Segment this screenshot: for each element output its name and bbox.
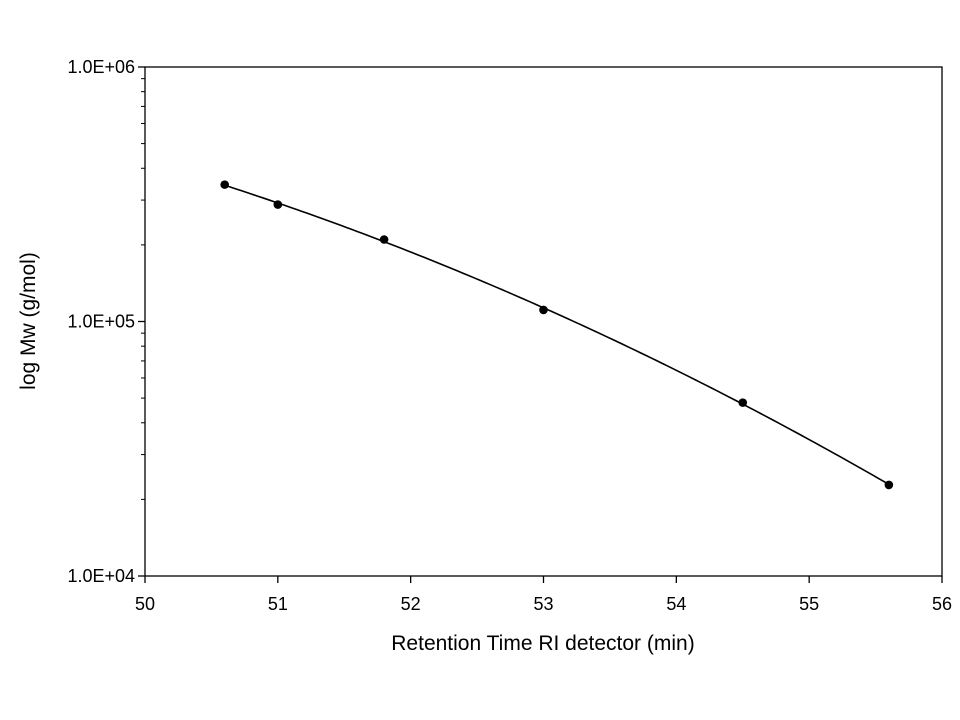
data-points bbox=[220, 180, 894, 490]
y-axis-title: log Mw (g/mol) bbox=[17, 252, 40, 390]
tick-labels: 50 51 52 53 54 55 56 1.0E+04 1.0E+05 1.0E+06 bbox=[67, 57, 952, 614]
x-tick-label: 53 bbox=[533, 594, 553, 614]
data-point bbox=[738, 398, 748, 407]
data-point bbox=[220, 180, 229, 189]
data-point bbox=[379, 235, 389, 244]
y-tick-label: 1.0E+06 bbox=[67, 57, 135, 77]
x-tick-label: 51 bbox=[268, 594, 288, 614]
y-tick-label: 1.0E+04 bbox=[67, 566, 135, 586]
data-point bbox=[884, 480, 894, 490]
x-tick-label: 54 bbox=[666, 594, 686, 614]
x-tick-label: 55 bbox=[799, 594, 819, 614]
data-point bbox=[539, 305, 548, 315]
plot-area-frame bbox=[144, 66, 943, 577]
x-tick-label: 52 bbox=[401, 594, 421, 614]
data-point bbox=[273, 200, 283, 209]
trendline bbox=[224, 184, 890, 486]
x-axis-title: Retention Time RI detector (min) bbox=[391, 632, 694, 655]
x-tick-label: 56 bbox=[932, 594, 952, 614]
y-tick-label: 1.0E+05 bbox=[67, 312, 135, 332]
x-tick-label: 50 bbox=[135, 594, 155, 614]
axis-ticks bbox=[138, 66, 943, 583]
